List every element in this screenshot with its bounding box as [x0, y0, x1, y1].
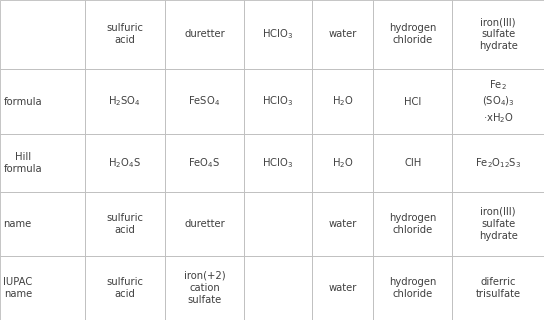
Bar [244, 134, 312, 192]
Text: HClO$_3$: HClO$_3$ [262, 156, 293, 170]
Text: hydrogen
chloride: hydrogen chloride [389, 213, 436, 235]
Bar [453, 69, 544, 134]
Text: iron(III)
sulfate
hydrate: iron(III) sulfate hydrate [479, 207, 518, 241]
Bar [85, 256, 165, 320]
Bar [453, 256, 544, 320]
Bar [0, 69, 85, 134]
Bar [312, 134, 373, 192]
Text: water: water [328, 283, 357, 293]
Text: sulfuric
acid: sulfuric acid [106, 213, 143, 235]
Text: water: water [328, 219, 357, 229]
Bar [165, 256, 244, 320]
Bar [244, 69, 312, 134]
Text: hydrogen
chloride: hydrogen chloride [389, 23, 436, 45]
Text: duretter: duretter [184, 29, 225, 39]
Bar [0, 134, 85, 192]
Bar [0, 192, 85, 256]
Text: H$_2$SO$_4$: H$_2$SO$_4$ [108, 95, 141, 108]
Text: ClH: ClH [404, 158, 422, 168]
Text: hydrogen
chloride: hydrogen chloride [389, 277, 436, 299]
Bar [165, 192, 244, 256]
Text: formula: formula [3, 97, 42, 107]
Text: HClO$_3$: HClO$_3$ [262, 95, 293, 108]
Bar [453, 134, 544, 192]
Bar [453, 0, 544, 69]
Text: Fe$_2$
(SO$_4$)$_3$
·xH$_2$O: Fe$_2$ (SO$_4$)$_3$ ·xH$_2$O [482, 78, 515, 125]
Bar [312, 192, 373, 256]
Bar [85, 69, 165, 134]
Bar [85, 0, 165, 69]
Bar [85, 192, 165, 256]
Text: H$_2$O$_4$S: H$_2$O$_4$S [108, 156, 141, 170]
Text: Fe$_2$O$_{12}$S$_3$: Fe$_2$O$_{12}$S$_3$ [475, 156, 521, 170]
Bar [165, 69, 244, 134]
Text: H$_2$O: H$_2$O [332, 156, 353, 170]
Text: iron(III)
sulfate
hydrate: iron(III) sulfate hydrate [479, 17, 518, 52]
Bar [244, 192, 312, 256]
Bar [165, 0, 244, 69]
Text: sulfuric
acid: sulfuric acid [106, 277, 143, 299]
Bar [165, 134, 244, 192]
Bar [373, 192, 453, 256]
Bar [312, 0, 373, 69]
Text: sulfuric
acid: sulfuric acid [106, 23, 143, 45]
Text: iron(+2)
cation
sulfate: iron(+2) cation sulfate [184, 271, 225, 305]
Bar [85, 134, 165, 192]
Text: diferric
trisulfate: diferric trisulfate [475, 277, 521, 299]
Text: HClO$_3$: HClO$_3$ [262, 28, 293, 41]
Bar [0, 0, 85, 69]
Text: H$_2$O: H$_2$O [332, 95, 353, 108]
Text: name: name [3, 219, 32, 229]
Bar [0, 256, 85, 320]
Bar [312, 256, 373, 320]
Bar [244, 256, 312, 320]
Text: IUPAC
name: IUPAC name [3, 277, 33, 299]
Text: FeO$_4$S: FeO$_4$S [188, 156, 221, 170]
Bar [312, 69, 373, 134]
Bar [373, 256, 453, 320]
Text: FeSO$_4$: FeSO$_4$ [188, 95, 220, 108]
Bar [373, 0, 453, 69]
Bar [453, 192, 544, 256]
Text: water: water [328, 29, 357, 39]
Bar [373, 134, 453, 192]
Text: Hill
formula: Hill formula [3, 152, 42, 174]
Text: HCl: HCl [404, 97, 422, 107]
Bar [373, 69, 453, 134]
Text: duretter: duretter [184, 219, 225, 229]
Bar [244, 0, 312, 69]
